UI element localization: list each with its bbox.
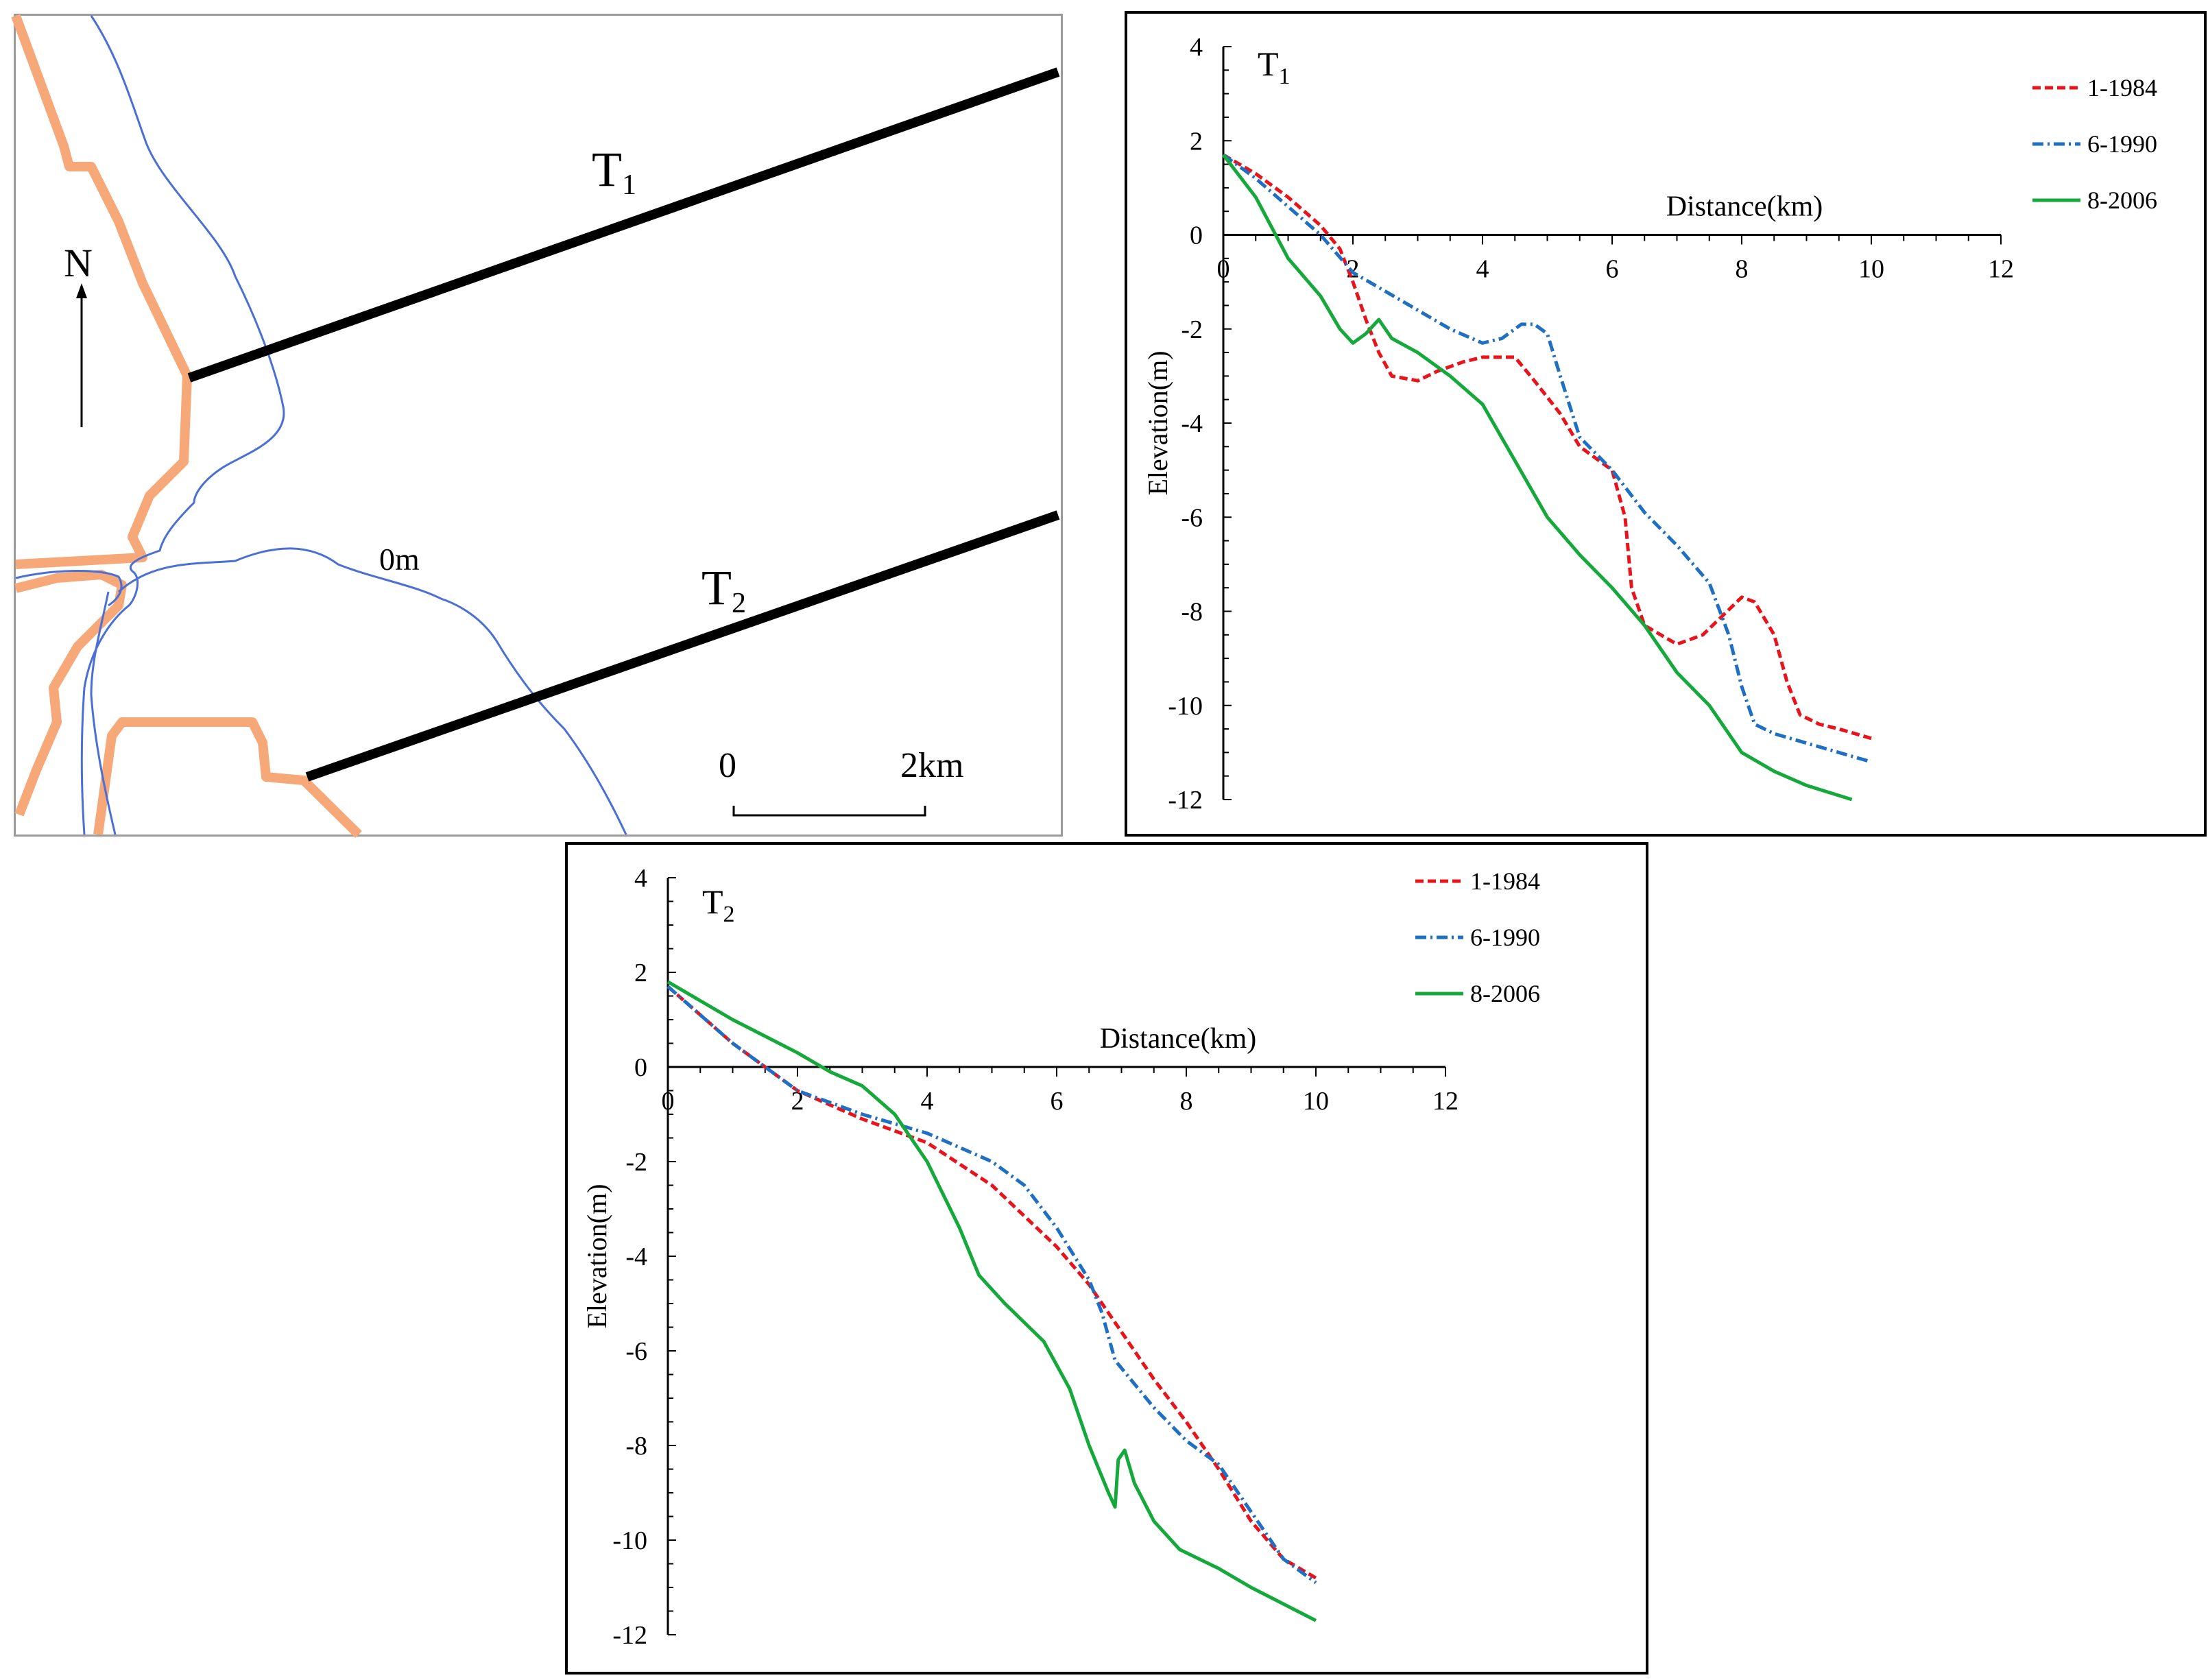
y-tick-label: 2 bbox=[634, 959, 647, 987]
legend-label: 8-2006 bbox=[2087, 187, 2157, 214]
series-line-1-1984 bbox=[667, 985, 1317, 1580]
legend-label: 8-2006 bbox=[1470, 980, 1540, 1007]
transect-t2-line bbox=[305, 510, 1060, 782]
scale-bar bbox=[732, 806, 926, 817]
x-axis-label: Distance(km) bbox=[1666, 191, 1823, 223]
legend-label: 1-1984 bbox=[2087, 74, 2157, 101]
y-tick-label: -10 bbox=[612, 1526, 647, 1555]
y-tick-label: -6 bbox=[1181, 503, 1203, 532]
y-tick-label: -12 bbox=[1168, 786, 1203, 815]
x-tick-label: 4 bbox=[921, 1087, 934, 1116]
chart-t1: 0 2 4 6 8 10 12 4 2 0 -2 -4 -6 -8 -10 -12 Distance(km) El… bbox=[1125, 11, 2207, 837]
y-tick-label: 0 bbox=[634, 1053, 647, 1082]
y-tick-label: -12 bbox=[612, 1621, 647, 1650]
scale-end-label: 2km bbox=[900, 746, 963, 785]
x-tick-label: 10 bbox=[1303, 1087, 1329, 1116]
series-line-1-1984 bbox=[1222, 153, 1872, 741]
x-tick-label: 6 bbox=[1051, 1087, 1064, 1116]
y-tick-label: -2 bbox=[1181, 315, 1203, 344]
chart-t2-svg: 0 2 4 6 8 10 12 4 2 0 -2 -4 -6 -8 -10 -12 Distance(km) El… bbox=[581, 864, 1540, 1650]
series-line-6-1990 bbox=[667, 985, 1317, 1585]
x-tick-label: 8 bbox=[1180, 1087, 1193, 1116]
y-axis-label: Elevation(m) bbox=[1142, 350, 1173, 495]
x-tick-label: 8 bbox=[1736, 255, 1749, 284]
x-tick-label: 0 bbox=[662, 1087, 675, 1116]
location-map: T1 T2 0m N 0 2km bbox=[11, 14, 1063, 838]
x-axis-label: Distance(km) bbox=[1100, 1023, 1257, 1055]
transect-t1-line bbox=[187, 67, 1060, 383]
map-svg: T1 T2 0m N 0 2km bbox=[11, 14, 1060, 838]
y-tick-label: -2 bbox=[625, 1148, 647, 1177]
y-tick-label: -4 bbox=[625, 1243, 647, 1271]
shoreline-south bbox=[93, 717, 362, 838]
legend-label: 6-1990 bbox=[1470, 924, 1540, 951]
transect-t2-label: T2 bbox=[701, 560, 746, 619]
contour-label: 0m bbox=[379, 542, 420, 577]
transect-t1-label: T1 bbox=[592, 142, 636, 201]
y-tick-label: -8 bbox=[1181, 598, 1203, 627]
series-line-8-2006 bbox=[667, 980, 1317, 1622]
x-tick-label: 4 bbox=[1476, 255, 1489, 284]
y-tick-label: -8 bbox=[625, 1432, 647, 1461]
x-tick-label: 12 bbox=[1432, 1087, 1459, 1116]
series-line-8-2006 bbox=[1222, 154, 1853, 802]
x-tick-label: 6 bbox=[1606, 255, 1619, 284]
chart-title: T2 bbox=[702, 883, 735, 927]
channel-contour-inner bbox=[15, 570, 123, 607]
north-label: N bbox=[64, 241, 93, 285]
shoreline-north bbox=[11, 14, 192, 569]
y-tick-label: 0 bbox=[1190, 221, 1203, 250]
x-tick-label: 12 bbox=[1988, 255, 2014, 284]
legend-label: 1-1984 bbox=[1470, 867, 1540, 895]
y-axis-label: Elevation(m) bbox=[581, 1184, 612, 1328]
y-tick-label: -4 bbox=[1181, 409, 1203, 438]
x-tick-label: 10 bbox=[1858, 255, 1884, 284]
series-line-6-1990 bbox=[1222, 153, 1872, 764]
x-tick-label: 2 bbox=[791, 1087, 804, 1116]
y-tick-label: -6 bbox=[625, 1337, 647, 1366]
scale-start-label: 0 bbox=[719, 746, 736, 785]
shoreline-middle bbox=[14, 570, 127, 817]
zero-meter-contour bbox=[80, 15, 627, 835]
y-tick-label: 4 bbox=[1190, 33, 1203, 62]
y-tick-label: -10 bbox=[1168, 692, 1203, 721]
chart-t2: 0 2 4 6 8 10 12 4 2 0 -2 -4 -6 -8 -10 -12 Distance(km) El… bbox=[565, 842, 1648, 1675]
x-tick-label: 0 bbox=[1217, 255, 1230, 284]
chart-title: T1 bbox=[1258, 45, 1291, 89]
y-tick-label: 4 bbox=[634, 864, 647, 893]
chart-t1-svg: 0 2 4 6 8 10 12420-2-4-6-8-10-12Distance(km)El… bbox=[1142, 33, 2157, 815]
y-tick-label: 2 bbox=[1190, 127, 1203, 156]
north-arrowhead-icon bbox=[76, 283, 87, 298]
legend-label: 6-1990 bbox=[2087, 130, 2157, 158]
